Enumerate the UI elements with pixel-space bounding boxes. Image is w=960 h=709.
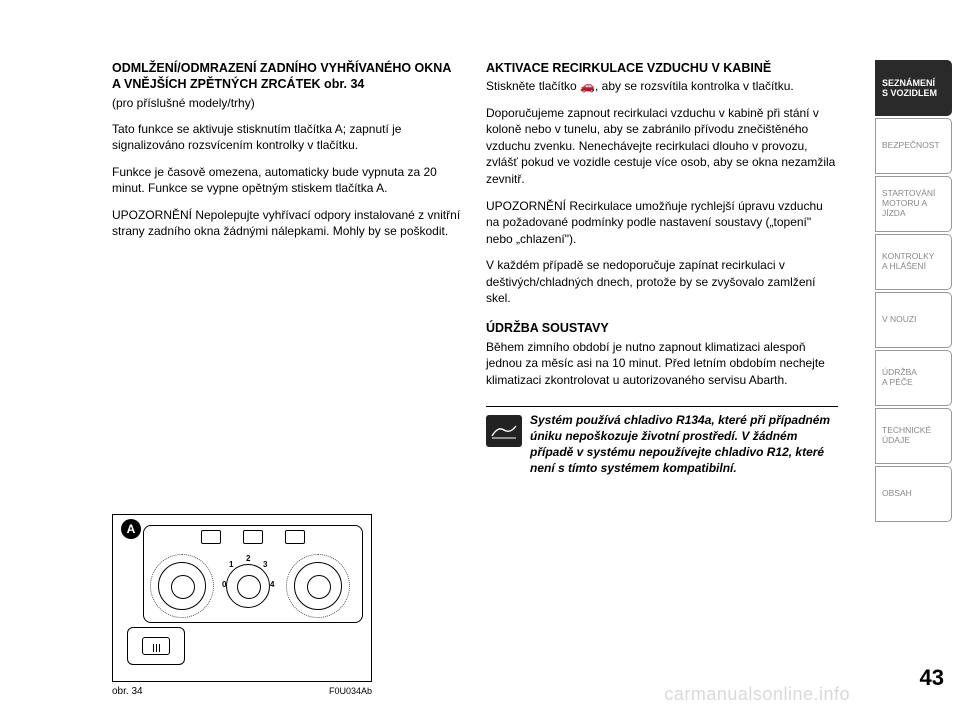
temp-knob (158, 562, 206, 610)
rear-defrost-icon (142, 637, 170, 655)
right-column: AKTIVACE RECIRKULACE VZDUCHU V KABINĚ St… (486, 60, 838, 709)
tab-label: S VOZIDLEM (882, 88, 945, 98)
right-p4: V každém případě se nedoporučuje zapínat… (486, 257, 838, 307)
rear-defrost-button-panel (127, 627, 185, 665)
tab-technicke[interactable]: TECHNICKÉ ÚDAJE (875, 408, 952, 464)
tab-udrzba[interactable]: ÚDRŽBA A PÉČE (875, 350, 952, 406)
figure-caption-row: obr. 34 F0U034Ab (112, 686, 372, 697)
watermark: carmanualsonline.info (664, 684, 850, 705)
snowflake-icon (243, 530, 263, 544)
tab-label: SEZNÁMENÍ (882, 78, 945, 88)
figure-frame: A 0 1 2 (112, 514, 372, 682)
tab-label: A HLÁŠENÍ (882, 262, 945, 272)
fan-4: 4 (270, 580, 274, 589)
fan-2: 2 (246, 554, 250, 563)
tab-label: V NOUZI (882, 315, 945, 325)
callout-a: A (121, 519, 141, 539)
tab-startovani[interactable]: STARTOVÁNÍ MOTORU A JÍZDA (875, 176, 952, 232)
tab-label: ÚDAJE (882, 436, 945, 446)
fan-1: 1 (229, 560, 233, 569)
right-p5: Během zimního období je nutno zapnout kl… (486, 339, 838, 389)
sidebar-tabs: SEZNÁMENÍ S VOZIDLEM BEZPEČNOST STARTOVÁ… (875, 0, 960, 709)
fan-0: 0 (222, 580, 226, 589)
right-p2: Doporučujeme zapnout recirkulaci vzduchu… (486, 105, 838, 188)
tab-obsah[interactable]: OBSAH (875, 466, 952, 522)
left-p3: UPOZORNĚNÍ Nepolepujte vyhřívací odpory … (112, 207, 462, 240)
tab-bezpecnost[interactable]: BEZPEČNOST (875, 118, 952, 174)
figure-34: A 0 1 2 (112, 514, 462, 709)
manual-page: ODMLŽENÍ/ODMRAZENÍ ZADNÍHO VYHŘÍVANÉHO O… (0, 0, 960, 709)
tab-seznameni[interactable]: SEZNÁMENÍ S VOZIDLEM (875, 60, 952, 116)
hvac-panel-top: 0 1 2 3 4 (143, 525, 363, 623)
eco-warning-icon (486, 415, 522, 447)
content-area: ODMLŽENÍ/ODMRAZENÍ ZADNÍHO VYHŘÍVANÉHO O… (0, 0, 875, 709)
hvac-top-icons (144, 530, 362, 544)
tab-label: BEZPEČNOST (882, 141, 945, 151)
right-p1: Stiskněte tlačítko 🚗, aby se rozsvítila … (486, 78, 838, 95)
left-heading: ODMLŽENÍ/ODMRAZENÍ ZADNÍHO VYHŘÍVANÉHO O… (112, 60, 462, 93)
recirc-icon (285, 530, 305, 544)
tab-label: MOTORU A JÍZDA (882, 199, 945, 219)
page-number: 43 (920, 665, 944, 691)
fan-knob (226, 564, 270, 608)
left-subtitle: (pro příslušné modely/trhy) (112, 95, 462, 111)
tab-vnouzi[interactable]: V NOUZI (875, 292, 952, 348)
right-heading1: AKTIVACE RECIRKULACE VZDUCHU V KABINĚ (486, 60, 838, 76)
left-p1: Tato funkce se aktivuje stisknutím tlačí… (112, 121, 462, 154)
warning-box: Systém používá chladivo R134a, které při… (486, 406, 838, 476)
defrost-front-icon (201, 530, 221, 544)
tab-kontrolky[interactable]: KONTROLKY A HLÁŠENÍ (875, 234, 952, 290)
air-dist-knob (294, 562, 342, 610)
figure-caption: obr. 34 (112, 686, 143, 697)
right-p3: UPOZORNĚNÍ Recirkulace umožňuje rychlejš… (486, 198, 838, 248)
tab-label: OBSAH (882, 489, 945, 499)
figure-code: F0U034Ab (329, 686, 372, 697)
warning-text: Systém používá chladivo R134a, které při… (530, 413, 838, 476)
right-heading2: ÚDRŽBA SOUSTAVY (486, 321, 838, 335)
tab-label: A PÉČE (882, 378, 945, 388)
fan-3: 3 (263, 560, 267, 569)
left-column: ODMLŽENÍ/ODMRAZENÍ ZADNÍHO VYHŘÍVANÉHO O… (112, 60, 462, 709)
left-p2: Funkce je časově omezena, automaticky bu… (112, 164, 462, 197)
